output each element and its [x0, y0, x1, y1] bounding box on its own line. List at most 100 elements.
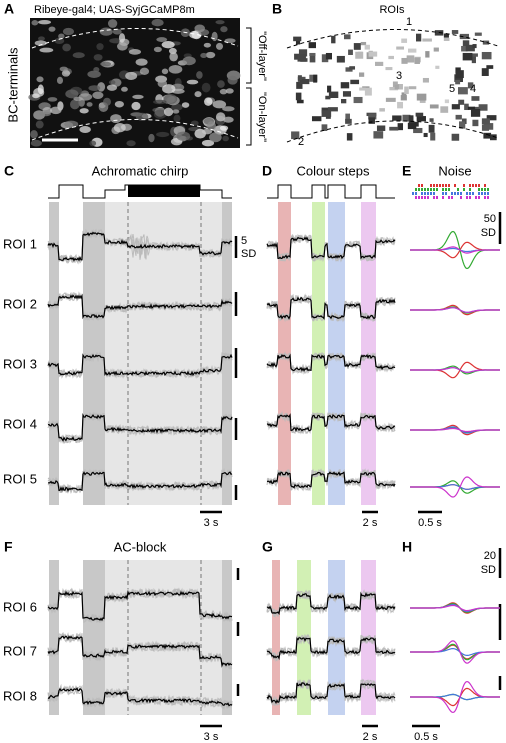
noise-bar: [472, 184, 474, 187]
roi-patch: [429, 118, 434, 122]
roi-patch: [368, 113, 377, 120]
roi-patch: [309, 52, 316, 56]
blob: [169, 52, 178, 62]
noise-bar: [457, 192, 459, 195]
blob: [70, 99, 80, 110]
blob: [135, 112, 149, 121]
blob: [114, 100, 124, 108]
blob: [54, 37, 65, 45]
roi-patch: [408, 48, 417, 53]
roi-patch: [321, 110, 332, 117]
roi-patch: [478, 104, 488, 111]
blob: [93, 66, 100, 73]
roi-patch: [353, 96, 363, 104]
scale-label: SD: [481, 564, 496, 576]
roi-patch: [328, 91, 339, 99]
bracket: [246, 27, 252, 146]
blob: [219, 125, 229, 131]
blob: [181, 102, 190, 108]
roi-patch: [385, 97, 396, 102]
roi-patch: [408, 86, 417, 90]
blob: [139, 67, 150, 75]
roi-patch: [348, 49, 353, 55]
roi-patch: [406, 55, 415, 63]
blob: [89, 140, 97, 147]
noise-bar: [451, 196, 453, 199]
roi-patch: [394, 84, 399, 90]
roi-patch: [408, 115, 414, 124]
roi-patch: [389, 126, 399, 131]
scale-label: SD: [241, 248, 256, 260]
caption: ROIs: [379, 4, 405, 16]
roi-patch: [359, 87, 366, 91]
shade: [83, 560, 105, 715]
blob: [107, 19, 118, 28]
blob: [87, 70, 101, 78]
roi-patch: [440, 106, 449, 113]
noise-bar: [445, 188, 447, 191]
trace: [410, 427, 500, 433]
blob: [47, 97, 58, 102]
blob: [35, 120, 44, 129]
side-label: BC-terminals: [5, 47, 20, 123]
blob: [156, 37, 168, 43]
blob: [34, 40, 47, 46]
scale-label: SD: [481, 227, 496, 239]
roi-patch: [462, 52, 473, 61]
blob: [113, 122, 126, 133]
stimulus: [48, 184, 232, 199]
noise-bar: [469, 188, 471, 191]
roi-patch: [297, 75, 302, 81]
blob: [203, 42, 211, 48]
roi-patch: [489, 134, 497, 141]
noise-bar: [481, 188, 483, 191]
noise-stimulus: [412, 184, 489, 199]
blob: [125, 71, 138, 80]
noise-bar: [421, 184, 423, 187]
noise-bar: [487, 196, 489, 199]
roi-patch: [443, 37, 450, 41]
blob: [58, 33, 65, 40]
roi-patch: [376, 125, 386, 131]
roi-patch: [451, 30, 459, 34]
blob: [194, 91, 202, 98]
blob: [161, 68, 169, 75]
blob: [217, 80, 225, 88]
trace: [266, 296, 396, 320]
trace: [266, 353, 396, 372]
blob: [200, 52, 208, 59]
noise-bar: [478, 184, 480, 187]
roi-patch: [451, 133, 460, 141]
blob: [64, 120, 79, 128]
roi-patch: [313, 74, 318, 83]
blob: [108, 80, 116, 85]
blob: [207, 121, 216, 131]
blob: [37, 84, 44, 95]
roi-patch: [360, 41, 367, 46]
noise-bar: [469, 184, 471, 187]
blob: [161, 41, 175, 49]
noise-bar: [475, 184, 477, 187]
blob: [148, 133, 155, 143]
roi-patch: [321, 124, 328, 131]
blob: [38, 36, 45, 41]
blob: [194, 24, 206, 33]
roi-patch: [459, 33, 470, 40]
noise-bar: [418, 184, 420, 187]
roi-patch: [298, 49, 308, 57]
trace: [266, 637, 396, 660]
blob: [201, 82, 211, 93]
roi-patch: [295, 92, 302, 101]
trace: [47, 353, 233, 377]
roi-patch: [467, 82, 474, 89]
roi-patch: [373, 131, 384, 139]
trace: [410, 367, 500, 373]
noise-bar: [484, 196, 486, 199]
roi-number: 3: [396, 70, 402, 82]
panel-letter: B: [272, 1, 282, 17]
blob: [196, 71, 203, 79]
roi-map: [291, 30, 497, 141]
layer-label: "Off-layer": [256, 31, 268, 81]
roi-patch: [482, 40, 490, 45]
roi-patch: [395, 83, 403, 90]
